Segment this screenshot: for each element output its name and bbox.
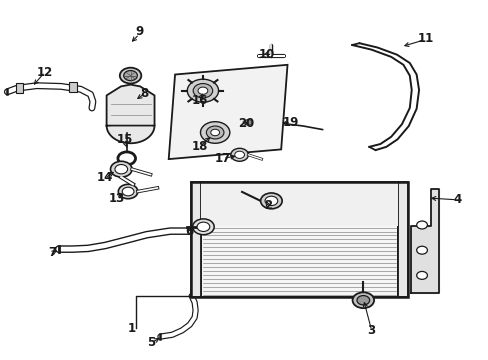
Text: 16: 16 [191,94,207,107]
Circle shape [416,221,427,229]
Text: 8: 8 [141,87,148,100]
Text: 1: 1 [128,322,136,335]
Text: 4: 4 [452,193,460,206]
Circle shape [187,79,218,102]
Circle shape [210,129,219,136]
Circle shape [244,120,252,125]
Circle shape [234,151,244,158]
Circle shape [352,292,373,308]
Circle shape [416,246,427,254]
Circle shape [230,148,248,161]
Circle shape [122,187,134,196]
Polygon shape [410,189,438,293]
Circle shape [115,165,127,174]
Text: 9: 9 [135,25,143,38]
Text: 5: 5 [147,336,155,349]
Bar [397,182,407,297]
Circle shape [264,196,277,206]
Circle shape [118,184,138,199]
Circle shape [123,71,137,81]
Text: 7: 7 [49,246,57,259]
Circle shape [120,68,141,84]
Circle shape [198,87,207,94]
Bar [16,83,23,93]
Circle shape [192,219,214,235]
Text: 11: 11 [416,32,433,45]
Bar [69,82,77,92]
Bar [201,182,397,297]
Circle shape [206,126,224,139]
Text: 3: 3 [367,324,375,337]
Text: 10: 10 [258,48,274,60]
Circle shape [118,152,135,165]
Polygon shape [168,65,287,159]
Circle shape [110,161,132,177]
Text: 15: 15 [117,133,133,146]
Text: 12: 12 [37,66,53,78]
Bar [190,182,407,297]
Text: 17: 17 [214,152,231,165]
Bar [190,182,201,297]
Bar [190,182,407,297]
Circle shape [197,222,209,231]
Text: 18: 18 [191,140,207,153]
Text: 20: 20 [237,117,254,130]
Circle shape [260,193,282,209]
Circle shape [193,84,212,98]
Text: 14: 14 [97,171,113,184]
Text: 2: 2 [264,199,271,212]
Circle shape [200,122,229,143]
Text: 6: 6 [185,225,193,238]
Circle shape [416,271,427,279]
Text: 19: 19 [282,116,299,129]
Polygon shape [106,126,154,143]
Polygon shape [106,85,154,126]
Bar [201,182,397,226]
Circle shape [356,296,369,305]
Text: 13: 13 [108,192,124,204]
